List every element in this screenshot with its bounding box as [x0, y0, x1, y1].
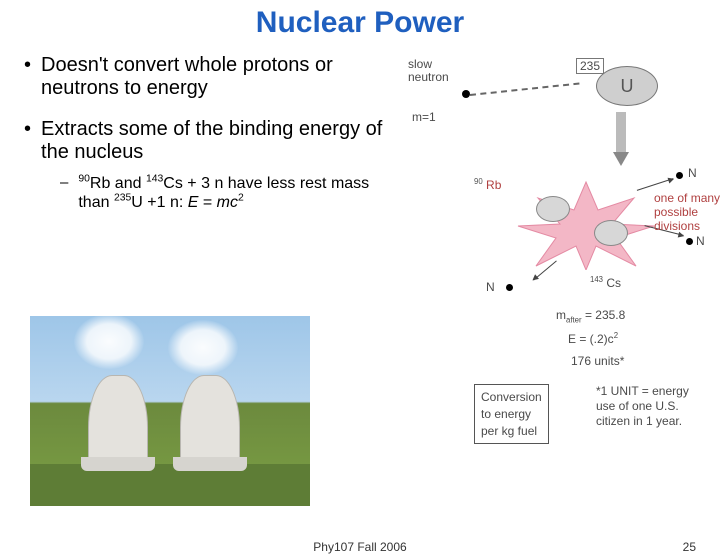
cs-symbol: Cs	[163, 175, 183, 192]
neutron-out-icon	[506, 284, 513, 291]
fragment-rb-icon	[536, 196, 570, 222]
m1-label: m=1	[412, 110, 436, 124]
emc2-E: E	[188, 194, 199, 211]
neutron-out-icon	[676, 172, 683, 179]
rb-mass-sup: 90	[78, 174, 90, 185]
arrow-down-icon	[613, 152, 629, 166]
neutron-out-icon	[686, 238, 693, 245]
photo-ground	[30, 464, 310, 506]
cs-fragment-label: 143 Cs	[590, 276, 621, 290]
n-label: N	[688, 166, 697, 180]
dash-icon: –	[60, 174, 68, 212]
rb-fragment-label: 90 Rb	[474, 178, 501, 192]
energy-line: E = (.2)c2	[568, 332, 618, 346]
sub-bullet-text: 90Rb and 143Cs + 3 n have less rest mass…	[78, 174, 390, 212]
cooling-towers-photo	[30, 316, 310, 506]
bullet-list: • Doesn't convert whole protons or neutr…	[0, 54, 390, 212]
neutron-icon	[462, 90, 470, 98]
footer-center: Phy107 Fall 2006	[313, 540, 406, 554]
bullet-text: Doesn't convert whole protons or neutron…	[41, 54, 390, 100]
fission-diagram: slow neutron m=1 U 235 90 Rb 143 Cs N N …	[406, 52, 712, 482]
slow-neutron-label: slow neutron	[408, 58, 449, 84]
emc2-sq: 2	[238, 193, 244, 204]
rb-symbol: Rb	[90, 175, 110, 192]
arrow-stem	[616, 112, 626, 154]
unit-footnote: *1 UNIT = energy use of one U.S. citizen…	[596, 384, 689, 429]
units-line: 176 units*	[571, 354, 624, 368]
mass-235-label: 235	[576, 58, 604, 74]
u-symbol: U	[621, 76, 634, 97]
conversion-box: Conversion to energy per kg fuel	[474, 384, 549, 444]
u-mass-sup: 235	[114, 193, 131, 204]
u-symbol: U	[131, 194, 143, 211]
bullet-text: Extracts some of the binding energy of t…	[41, 118, 390, 164]
emc2-m: m	[217, 194, 230, 211]
bullet-dot-icon: •	[24, 54, 31, 100]
sub-bullet-item: – 90Rb and 143Cs + 3 n have less rest ma…	[60, 174, 390, 212]
bullet-item: • Extracts some of the binding energy of…	[24, 118, 390, 164]
emc2-c: c	[230, 194, 238, 211]
fragment-cs-icon	[594, 220, 628, 246]
cs-mass-sup: 143	[146, 174, 163, 185]
neutron-path	[470, 83, 580, 96]
cooling-tower-icon	[88, 375, 148, 470]
fission-burst	[516, 180, 656, 270]
cooling-tower-icon	[180, 375, 240, 470]
steam-icon	[74, 316, 144, 369]
u235-nucleus-icon: U	[596, 66, 658, 106]
page-title: Nuclear Power	[0, 6, 720, 40]
m-after-line: mafter = 235.8	[556, 308, 625, 322]
starburst-icon	[516, 180, 656, 270]
n-label: N	[486, 280, 495, 294]
steam-icon	[168, 320, 238, 375]
divisions-note: one of many possible divisions	[654, 192, 720, 233]
footer-page-number: 25	[683, 540, 696, 554]
n-label: N	[696, 234, 705, 248]
bullet-dot-icon: •	[24, 118, 31, 164]
bullet-item: • Doesn't convert whole protons or neutr…	[24, 54, 390, 100]
